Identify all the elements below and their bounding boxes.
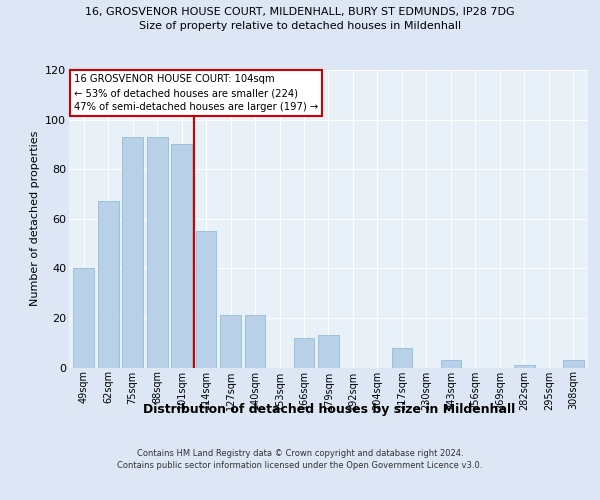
Y-axis label: Number of detached properties: Number of detached properties [29,131,40,306]
Bar [122,137,143,368]
Bar [220,316,241,368]
Text: Contains HM Land Registry data © Crown copyright and database right 2024.: Contains HM Land Registry data © Crown c… [137,448,463,458]
Bar [392,348,412,368]
Bar [73,268,94,368]
Bar [98,202,119,368]
Text: Distribution of detached houses by size in Mildenhall: Distribution of detached houses by size … [143,402,515,415]
Bar [245,316,265,368]
Text: 16, GROSVENOR HOUSE COURT, MILDENHALL, BURY ST EDMUNDS, IP28 7DG: 16, GROSVENOR HOUSE COURT, MILDENHALL, B… [85,8,515,18]
Bar [196,231,217,368]
Text: Contains public sector information licensed under the Open Government Licence v3: Contains public sector information licen… [118,461,482,470]
Bar [318,336,339,368]
Bar [514,365,535,368]
Bar [171,144,192,368]
Bar [563,360,584,368]
Bar [293,338,314,368]
Bar [440,360,461,368]
Bar [147,137,167,368]
Text: 16 GROSVENOR HOUSE COURT: 104sqm
← 53% of detached houses are smaller (224)
47% : 16 GROSVENOR HOUSE COURT: 104sqm ← 53% o… [74,74,319,112]
Text: Size of property relative to detached houses in Mildenhall: Size of property relative to detached ho… [139,21,461,31]
